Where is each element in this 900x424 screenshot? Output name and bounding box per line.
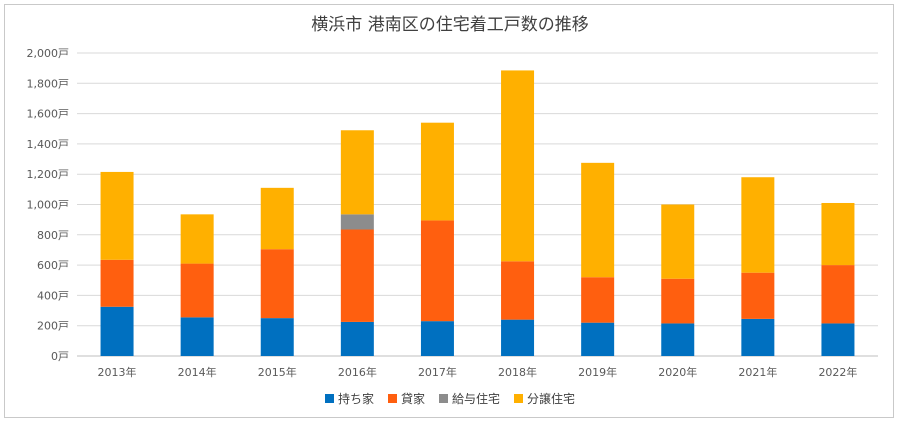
bar-segment xyxy=(180,317,214,356)
bar-segment xyxy=(180,214,214,264)
legend-item: 分譲住宅 xyxy=(514,390,575,407)
bar-segment xyxy=(581,277,615,323)
bar-segment xyxy=(420,220,454,322)
bar-segment xyxy=(420,321,454,356)
x-tick-label: 2020年 xyxy=(658,365,697,379)
y-tick-label: 200戸 xyxy=(37,320,69,333)
bar-segment xyxy=(741,272,775,319)
legend-item: 給与住宅 xyxy=(439,390,500,407)
legend-item: 貸家 xyxy=(387,390,425,407)
bar-segment xyxy=(581,322,615,356)
legend-label: 給与住宅 xyxy=(452,392,501,406)
bar-segment xyxy=(260,318,294,356)
y-tick-label: 400戸 xyxy=(37,289,69,302)
y-tick-label: 1,200戸 xyxy=(27,168,70,181)
y-tick-label: 1,000戸 xyxy=(27,199,70,212)
legend-label: 分譲住宅 xyxy=(527,392,576,406)
x-tick-label: 2017年 xyxy=(418,365,457,379)
bar-segment xyxy=(180,263,214,318)
legend: 持ち家 貸家 給与住宅 分譲住宅 xyxy=(0,390,900,407)
bar-segment xyxy=(501,319,535,356)
bar-segment xyxy=(501,261,535,320)
legend-item: 持ち家 xyxy=(324,390,374,407)
bar-segment xyxy=(340,214,374,230)
y-tick-label: 0戸 xyxy=(51,350,69,363)
y-tick-label: 1,400戸 xyxy=(27,138,70,151)
x-tick-label: 2014年 xyxy=(178,365,217,379)
x-tick-label: 2015年 xyxy=(258,365,297,379)
y-tick-label: 2,000戸 xyxy=(27,47,70,60)
legend-swatch xyxy=(514,394,524,403)
y-tick-label: 1,600戸 xyxy=(27,108,70,121)
bar-segment xyxy=(821,202,855,266)
x-tick-label: 2022年 xyxy=(818,365,857,379)
x-tick-label: 2016年 xyxy=(338,365,377,379)
legend-swatch xyxy=(324,394,334,403)
y-axis-ticks: 0戸 200戸 400戸 600戸 800戸 1,000戸 1,200戸 1,400戸 1,60… xyxy=(27,47,70,363)
bar-segment xyxy=(420,122,454,221)
x-tick-label: 2018年 xyxy=(498,365,537,379)
y-tick-label: 800戸 xyxy=(37,229,69,242)
legend-swatch xyxy=(387,394,397,403)
legend-label: 持ち家 xyxy=(337,392,374,406)
bars xyxy=(100,70,855,356)
bar-segment xyxy=(340,321,374,356)
bar-segment xyxy=(100,259,134,307)
bar-segment xyxy=(260,249,294,319)
bar-segment xyxy=(581,162,615,278)
bar-segment xyxy=(821,323,855,356)
bar-segment xyxy=(821,265,855,324)
y-tick-label: 1,800戸 xyxy=(27,77,70,90)
bar-segment xyxy=(741,177,775,273)
y-tick-label: 600戸 xyxy=(37,259,69,272)
chart-title: 横浜市 港南区の住宅着工戸数の推移 xyxy=(311,15,589,35)
bar-segment xyxy=(100,171,134,260)
legend-label: 貸家 xyxy=(400,392,425,406)
x-tick-label: 2019年 xyxy=(578,365,617,379)
bar-segment xyxy=(661,278,695,324)
bar-segment xyxy=(100,306,134,356)
bar-segment xyxy=(661,323,695,356)
bar-segment xyxy=(741,318,775,356)
x-tick-label: 2021年 xyxy=(738,365,777,379)
bar-segment xyxy=(260,187,294,250)
bar-segment xyxy=(501,70,535,262)
x-axis-ticks: 2013年 2014年 2015年 2016年 2017年 2018年 2019年 2020年… xyxy=(98,365,858,379)
legend-swatch xyxy=(439,394,448,403)
bar-segment xyxy=(661,204,695,279)
x-tick-label: 2013年 xyxy=(98,365,137,379)
bar-segment xyxy=(340,130,374,215)
bar-segment xyxy=(340,229,374,322)
